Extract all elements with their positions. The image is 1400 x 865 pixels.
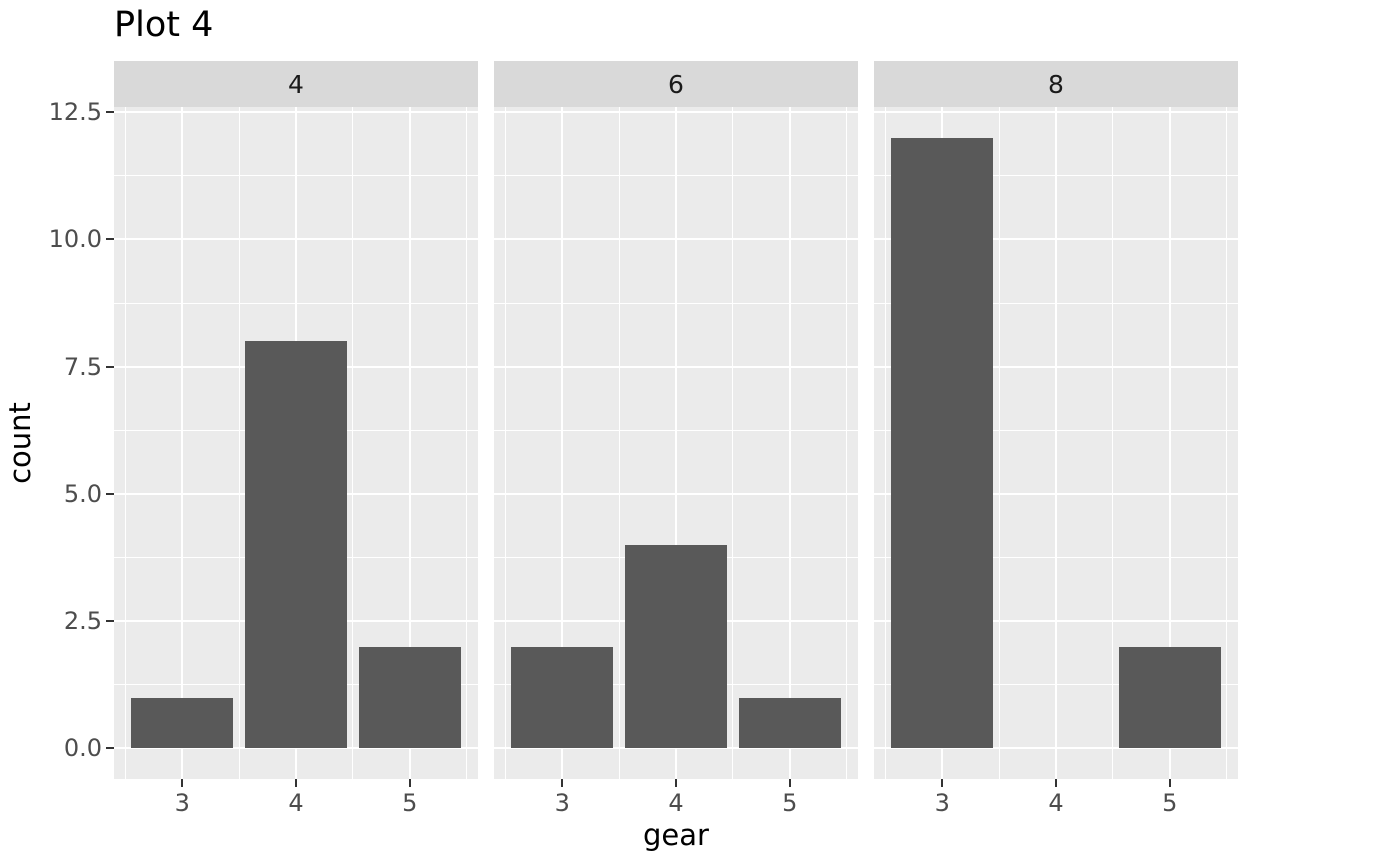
bar — [738, 697, 841, 749]
x-tick — [675, 779, 677, 787]
x-tick — [1168, 779, 1171, 787]
x-tick — [408, 779, 411, 787]
grid-line-major-x — [675, 107, 677, 779]
grid-line-minor-x — [846, 107, 848, 779]
x-tick-label: 5 — [402, 789, 418, 817]
x-tick-label: 4 — [668, 789, 684, 817]
grid-line-minor-x — [238, 107, 240, 779]
x-axis-title: gear — [643, 818, 709, 852]
x-tick-label: 4 — [288, 789, 304, 817]
bar — [244, 341, 348, 749]
y-tick-label: 12.5 — [48, 98, 102, 127]
facet-panel — [874, 107, 1238, 779]
grid-line-major-x — [1168, 107, 1171, 779]
bar — [131, 697, 234, 749]
y-tick — [106, 365, 114, 368]
grid-line-major-x — [408, 107, 411, 779]
bar — [511, 646, 614, 749]
grid-line-major-x — [1055, 107, 1057, 779]
facet-strip-label: 6 — [668, 69, 684, 99]
y-tick — [106, 620, 114, 623]
bar — [1118, 646, 1221, 749]
grid-line-minor-x — [352, 107, 354, 779]
x-tick — [561, 779, 564, 787]
bar — [358, 646, 461, 749]
grid-line-minor-x — [1112, 107, 1114, 779]
facet-strip: 6 — [494, 61, 858, 107]
plot-title: Plot 4 — [114, 5, 214, 45]
facet-strip: 4 — [114, 61, 478, 107]
bar — [624, 544, 728, 749]
y-tick-label: 7.5 — [63, 352, 102, 381]
grid-line-minor-x — [124, 107, 126, 779]
x-tick — [941, 779, 944, 787]
y-tick — [106, 492, 114, 495]
grid-line-minor-x — [618, 107, 620, 779]
facet-strip-label: 4 — [288, 69, 304, 99]
x-tick-label: 4 — [1048, 789, 1064, 817]
bar — [891, 137, 994, 749]
facet-strip: 8 — [874, 61, 1238, 107]
grid-line-minor-x — [504, 107, 506, 779]
x-tick — [788, 779, 791, 787]
grid-line-minor-x — [998, 107, 1000, 779]
facet-panel — [494, 107, 858, 779]
grid-line-minor-x — [732, 107, 734, 779]
x-tick-label: 5 — [1162, 789, 1178, 817]
x-tick-label: 3 — [934, 789, 950, 817]
x-tick-label: 3 — [554, 789, 570, 817]
y-tick — [106, 238, 114, 241]
x-tick-label: 5 — [782, 789, 798, 817]
y-tick-label: 0.0 — [63, 734, 102, 763]
grid-line-major-x — [788, 107, 791, 779]
y-tick-label: 2.5 — [63, 607, 102, 636]
facet-strip-label: 8 — [1048, 69, 1064, 99]
x-tick-label: 3 — [174, 789, 190, 817]
x-tick — [181, 779, 184, 787]
y-tick-label: 10.0 — [48, 225, 102, 254]
x-tick — [1055, 779, 1057, 787]
facet-panel — [114, 107, 478, 779]
y-tick-label: 5.0 — [63, 479, 102, 508]
y-tick — [106, 111, 114, 114]
x-tick — [295, 779, 297, 787]
grid-line-minor-x — [466, 107, 468, 779]
grid-line-major-x — [561, 107, 564, 779]
grid-line-major-x — [181, 107, 184, 779]
grid-line-minor-x — [1226, 107, 1228, 779]
y-tick — [106, 747, 114, 750]
grid-line-minor-x — [884, 107, 886, 779]
